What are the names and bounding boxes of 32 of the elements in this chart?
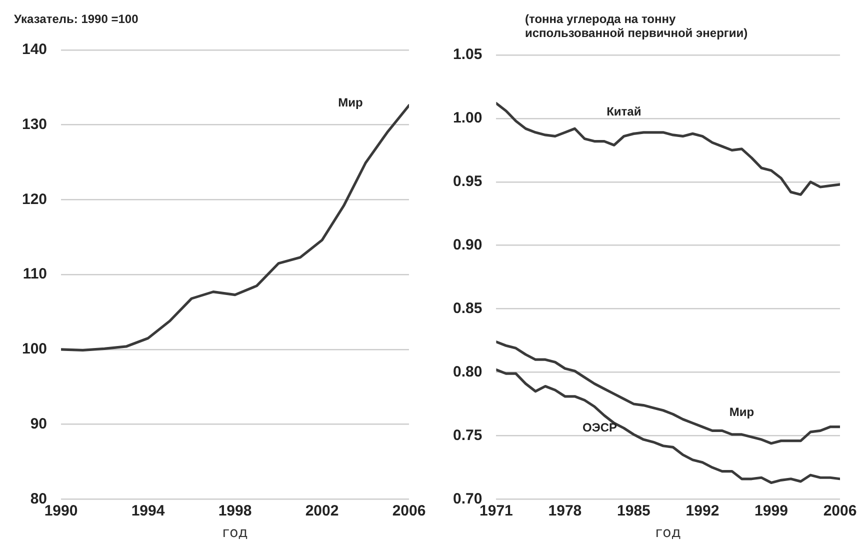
y-tick-label: 90	[30, 415, 48, 432]
y-tick-label: 1.05	[452, 46, 482, 64]
series-label: ОЭСР	[582, 420, 618, 435]
x-tick-label: 1998	[218, 502, 252, 520]
x-tick-label: 1971	[480, 502, 513, 520]
y-tick-label: 0.95	[452, 173, 482, 190]
y-tick-label: 120	[22, 190, 48, 208]
x-tick-label: 1985	[617, 502, 650, 520]
y-tick-label: 130	[22, 116, 48, 134]
x-tick-label: 1990	[44, 502, 78, 520]
y-tick-label: 110	[22, 266, 48, 283]
y-tick-label: 140	[22, 41, 48, 58]
x-tick-label: 1992	[686, 502, 720, 520]
text: Мир	[338, 95, 363, 110]
y-tick-label: 0.85	[452, 300, 482, 317]
y-axis-title: Указатель: 1990 =100	[14, 12, 140, 26]
y-tick-label: 0.75	[452, 426, 482, 444]
x-axis-title: год	[222, 525, 248, 542]
y-axis-title: (тонна углерода на тонну использованной первичной энергии)	[525, 12, 749, 40]
y-tick-label: 1.00	[452, 110, 482, 127]
x-tick-label: 2006	[823, 502, 857, 520]
y-tick-label: 0.80	[452, 363, 482, 380]
x-tick-label: 1994	[131, 502, 166, 520]
y-tick-label: 0.90	[452, 236, 482, 254]
x-tick-label: 1999	[754, 502, 788, 520]
x-tick-label: 2002	[305, 502, 339, 520]
x-axis-title: год	[655, 525, 681, 542]
x-tick-label: 2006	[392, 502, 426, 520]
y-tick-label: 100	[22, 340, 48, 358]
x-tick-label: 1978	[548, 502, 582, 520]
series-label: Мир	[729, 404, 754, 419]
series-label: Китай	[606, 104, 642, 119]
